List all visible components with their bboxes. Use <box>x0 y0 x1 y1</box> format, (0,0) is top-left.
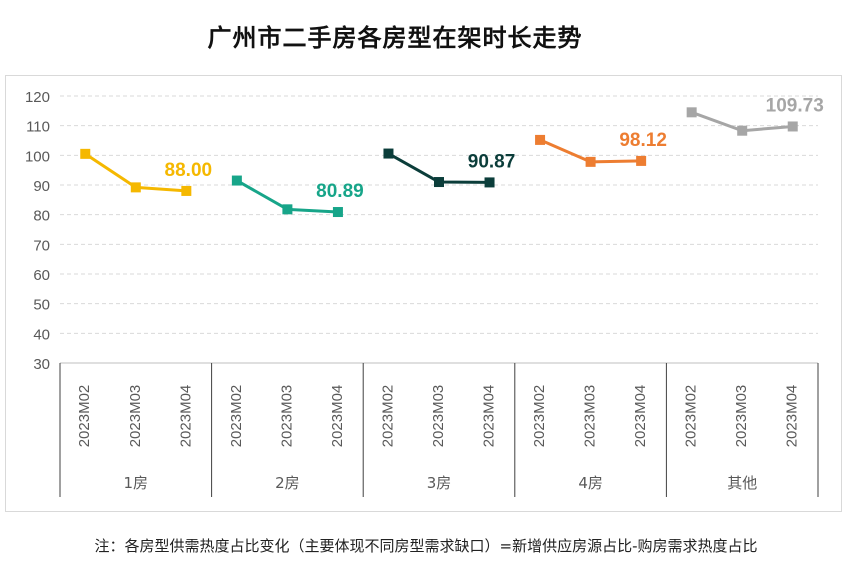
x-tick-label: 2023M02 <box>379 385 396 448</box>
y-tick-label: 60 <box>33 267 50 284</box>
y-tick-label: 40 <box>33 326 50 343</box>
data-label: 90.87 <box>468 151 516 172</box>
data-point <box>787 121 798 132</box>
data-point <box>130 182 141 193</box>
data-label: 98.12 <box>619 130 667 151</box>
data-point <box>332 207 343 218</box>
group-label: 2房 <box>275 474 300 492</box>
group-label: 3房 <box>427 474 452 492</box>
x-tick-label: 2023M03 <box>278 385 295 448</box>
x-tick-label: 2023M04 <box>481 385 498 448</box>
group-label: 1房 <box>124 474 149 492</box>
data-point <box>181 185 192 196</box>
x-tick-label: 2023M04 <box>784 385 801 448</box>
y-tick-label: 80 <box>33 208 50 225</box>
x-tick-label: 2023M03 <box>582 385 599 448</box>
data-point <box>686 107 697 118</box>
data-point <box>585 156 596 167</box>
data-point <box>535 134 546 145</box>
x-tick-label: 2023M03 <box>127 385 144 448</box>
y-tick-label: 110 <box>26 119 50 136</box>
group-label: 其他 <box>727 474 757 492</box>
data-point <box>434 177 444 188</box>
line-chart: 30 40 50 60 70 80 90 100 110 120 2023M02 2023M03 202… <box>25 89 824 497</box>
y-tick-label: 30 <box>33 356 50 373</box>
footnote: 注：各房型供需热度占比变化（主要体现不同房型需求缺口）=新增供应房源占比-购房需… <box>94 537 758 555</box>
data-label: 109.73 <box>766 95 824 116</box>
group-label: 4房 <box>578 474 603 492</box>
y-tick-label: 90 <box>33 178 50 195</box>
data-point <box>231 175 242 186</box>
x-tick-label: 2023M02 <box>683 385 700 448</box>
x-tick-label: 2023M04 <box>329 385 346 448</box>
data-point <box>636 155 647 166</box>
data-label: 88.00 <box>165 160 213 181</box>
x-tick-label: 2023M03 <box>430 385 447 448</box>
x-tick-label: 2023M04 <box>632 385 649 448</box>
data-point <box>282 204 293 215</box>
y-tick-label: 120 <box>25 89 50 106</box>
x-tick-label: 2023M03 <box>733 385 750 448</box>
chart-title: 广州市二手房各房型在架时长走势 <box>207 24 583 52</box>
y-tick-label: 50 <box>33 297 50 314</box>
data-label: 80.89 <box>316 181 364 202</box>
x-tick-label: 2023M02 <box>76 385 93 448</box>
data-point <box>383 148 394 159</box>
x-tick-label: 2023M02 <box>228 385 245 448</box>
y-tick-label: 100 <box>25 148 50 165</box>
data-point <box>484 177 495 188</box>
y-tick-label: 70 <box>33 237 50 254</box>
data-point <box>80 148 91 159</box>
x-tick-label: 2023M02 <box>531 385 548 448</box>
chart-area: 30 40 50 60 70 80 90 100 110 120 2023M02 2023M03 202… <box>5 75 842 512</box>
data-point <box>737 125 748 136</box>
x-tick-label: 2023M04 <box>177 385 194 448</box>
